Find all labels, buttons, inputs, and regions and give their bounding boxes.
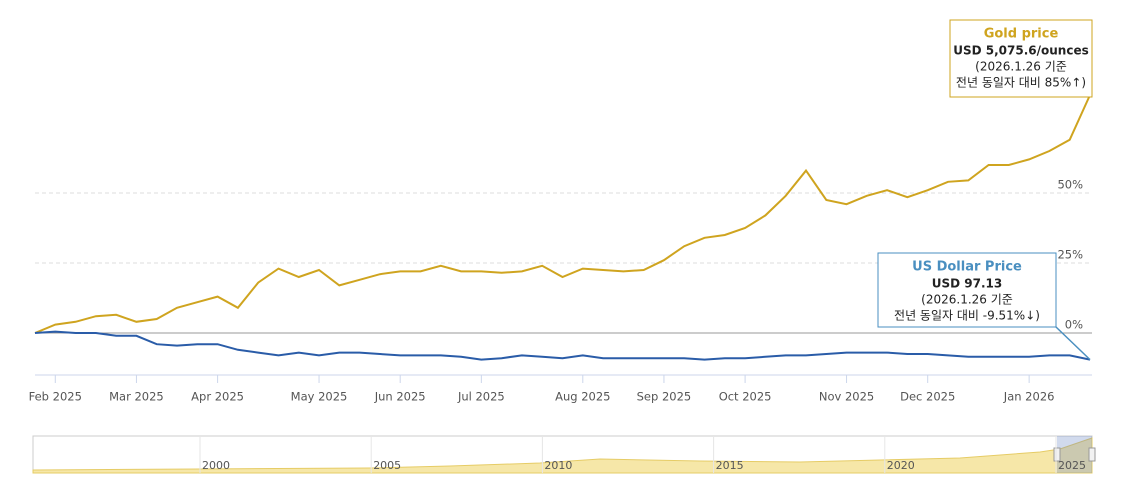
- annotation-value: USD 5,075.6/ounces: [953, 44, 1089, 58]
- annotation-title: Gold price: [984, 27, 1059, 42]
- navigator-label: 2010: [544, 459, 572, 472]
- navigator-label: 2020: [887, 459, 915, 472]
- x-tick-label: Mar 2025: [109, 390, 164, 404]
- x-tick-label: Nov 2025: [819, 390, 874, 404]
- navigator-label: 2025: [1058, 459, 1086, 472]
- navigator-label: 2015: [716, 459, 744, 472]
- x-tick-label: Feb 2025: [29, 390, 82, 404]
- y-tick-label: 0%: [1065, 318, 1083, 332]
- x-tick-label: Dec 2025: [900, 390, 955, 404]
- y-tick-label: 25%: [1057, 248, 1083, 262]
- annotation-change: 전년 동일자 대비 85%↑): [956, 76, 1086, 90]
- x-tick-label: Jun 2025: [374, 390, 426, 404]
- x-tick-label: Sep 2025: [637, 390, 692, 404]
- navigator-handle[interactable]: [1088, 447, 1096, 462]
- annotation-arrow: [1055, 326, 1091, 361]
- x-tick-label: Oct 2025: [719, 390, 772, 404]
- series-line: [34, 330, 1091, 361]
- x-tick-label: May 2025: [291, 390, 348, 404]
- navigator-handle[interactable]: [1053, 447, 1061, 462]
- annotation-box: [877, 252, 1057, 328]
- annotation-value: USD 97.13: [932, 277, 1002, 291]
- navigator: [32, 435, 1096, 474]
- y-tick-label: 50%: [1057, 178, 1083, 192]
- series-line: [34, 94, 1091, 334]
- annotation-change: 전년 동일자 대비 -9.51%↓): [894, 309, 1040, 323]
- annotation-note: (2026.1.26 기준: [921, 293, 1013, 307]
- navigator-label: 2000: [202, 459, 230, 472]
- x-tick-label: Aug 2025: [555, 390, 610, 404]
- annotation-title: US Dollar Price: [912, 260, 1022, 275]
- navigator-window[interactable]: [1057, 436, 1092, 473]
- x-tick-label: Jul 2025: [457, 390, 505, 404]
- navigator-label: 2005: [373, 459, 401, 472]
- x-tick-label: Jan 2026: [1003, 390, 1055, 404]
- annotation-box: [949, 19, 1093, 98]
- annotation-note: (2026.1.26 기준: [975, 60, 1067, 74]
- x-tick-label: Apr 2025: [191, 390, 244, 404]
